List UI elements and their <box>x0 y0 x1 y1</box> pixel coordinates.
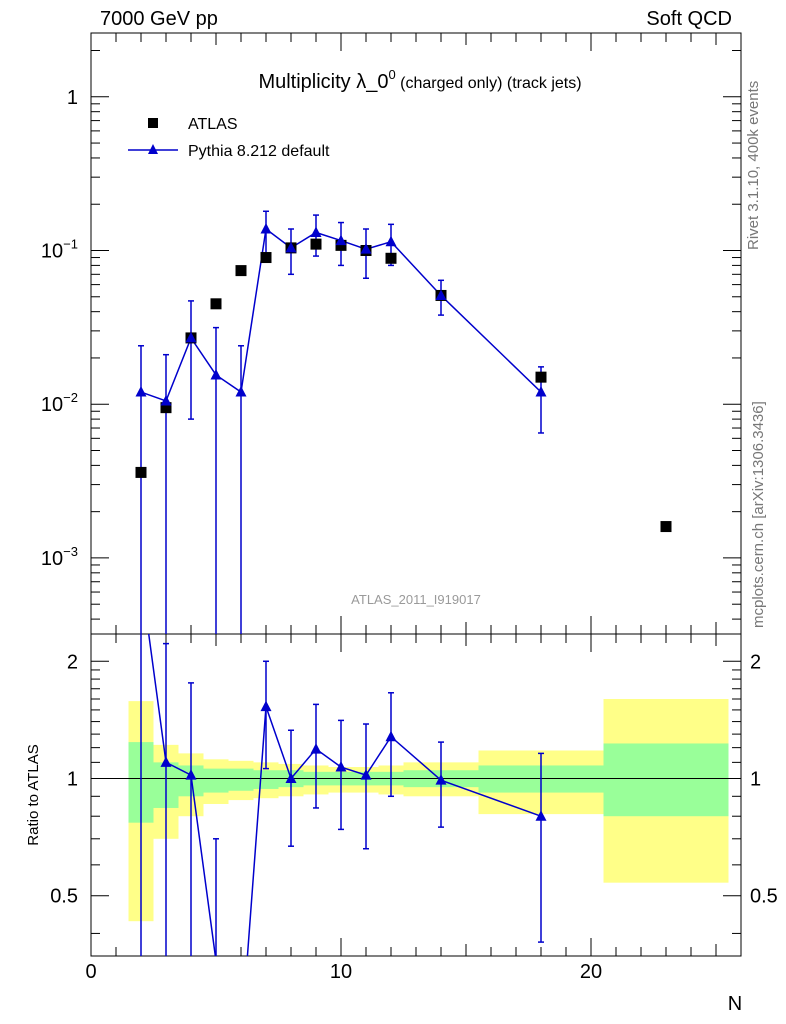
pythia-point-7 <box>310 226 322 237</box>
atlas-point-3 <box>210 298 222 310</box>
ratio-pythia-point-2 <box>185 769 197 780</box>
pythia-point-1 <box>160 394 172 406</box>
pythia-point-10 <box>385 235 397 247</box>
main-y-tick-exp-2: −2 <box>63 390 78 405</box>
analysis-watermark: ATLAS_2011_I919017 <box>351 592 481 607</box>
pythia-point-9 <box>360 243 372 254</box>
atlas-point-5 <box>260 252 272 264</box>
pythia-point-8 <box>335 234 347 246</box>
main-y-tick-label-3: 10−3 <box>41 544 78 570</box>
ratio-band-green-4 <box>228 768 254 791</box>
main-title: Multiplicity λ_00 (charged only) (track … <box>258 67 581 93</box>
pythia-point-2 <box>185 331 197 343</box>
pythia-point-12 <box>535 386 547 397</box>
pythia-point-5 <box>260 223 272 234</box>
main-y-tick-base-2: 10 <box>41 394 63 416</box>
atlas-point-7 <box>310 238 322 250</box>
ratio-pythia-point-8 <box>335 761 347 772</box>
header-energy-label: 7000 GeV pp <box>100 8 218 30</box>
main-y-tick-label-1: 10−1 <box>41 237 78 263</box>
atlas-point-8 <box>335 239 347 251</box>
ratio-pythia-point-1 <box>160 756 172 767</box>
legend-pythia-marker <box>148 144 158 154</box>
ratio-pythia-point-9 <box>360 769 372 780</box>
atlas-point-1 <box>160 402 172 414</box>
ratio-y-tick-label-left-0: 2 <box>67 651 78 673</box>
atlas-point-4 <box>235 265 247 277</box>
ratio-y-tick-label-left-2: 0.5 <box>50 886 78 908</box>
ratio-y-tick-label-left-1: 1 <box>67 768 78 790</box>
x-tick-label-0: 0 <box>85 961 96 983</box>
main-series-layer <box>135 210 672 634</box>
pythia-point-6 <box>285 241 297 253</box>
ratio-pythia-point-5 <box>260 700 272 712</box>
x-axis-label: N <box>728 993 742 1015</box>
atlas-point-10 <box>385 252 397 264</box>
ratio-y-tick-label-right-1: 1 <box>750 768 761 790</box>
ratio-pythia-point-7 <box>310 743 322 754</box>
ratio-pythia-point-11 <box>435 774 447 785</box>
legend-atlas-label: ATLAS <box>188 116 238 133</box>
main-y-tick-base-1: 10 <box>41 241 63 263</box>
ratio-band-green-3 <box>203 768 229 793</box>
main-y-tick-exp-3: −3 <box>63 544 78 559</box>
pythia-point-0 <box>135 386 147 397</box>
pythia-point-3 <box>210 368 222 380</box>
main-title-suffix: (charged only) (track jets) <box>396 75 582 92</box>
pythia-point-4 <box>235 386 247 397</box>
ratio-y-tick-label-right-2: 0.5 <box>750 886 778 908</box>
atlas-point-13 <box>660 521 672 533</box>
x-tick-label-2: 20 <box>580 961 602 983</box>
main-y-tick-base-0: 1 <box>67 87 78 109</box>
main-y-tick-base-3: 10 <box>41 548 63 570</box>
ratio-y-axis-label: Ratio to ATLAS <box>25 744 42 845</box>
atlas-point-0 <box>135 466 147 478</box>
ratio-pythia-point-10 <box>385 730 397 742</box>
main-title-superscript: 0 <box>388 67 395 82</box>
header-category-label: Soft QCD <box>646 8 732 30</box>
ratio-uncertainty-bands <box>128 699 729 922</box>
ratio-pythia-point-6 <box>285 772 297 783</box>
pythia-point-11 <box>435 289 447 300</box>
ratio-band-green-13 <box>603 743 729 817</box>
main-y-tick-label-0: 1 <box>67 87 78 109</box>
ratio-pythia-point-12 <box>535 810 547 821</box>
main-y-tick-exp-1: −1 <box>63 237 78 252</box>
legend-pythia-label: Pythia 8.212 default <box>188 143 330 160</box>
atlas-point-12 <box>535 371 547 383</box>
main-axis-ticks: 110−110−210−3 <box>41 33 742 634</box>
ratio-axis-ticks: 2 2 1 1 0.5 0.5 0 10 20 <box>50 634 778 983</box>
main-y-tick-label-2: 10−2 <box>41 390 78 416</box>
main-title-text: Multiplicity λ_0 <box>258 71 388 93</box>
ratio-y-tick-label-right-0: 2 <box>750 651 761 673</box>
ratio-band-green-5 <box>253 770 279 789</box>
legend-atlas-marker <box>148 118 158 128</box>
ratio-clipped-group <box>140 634 547 956</box>
x-tick-label-1: 10 <box>330 961 352 983</box>
ratio-series-layer <box>140 634 547 956</box>
